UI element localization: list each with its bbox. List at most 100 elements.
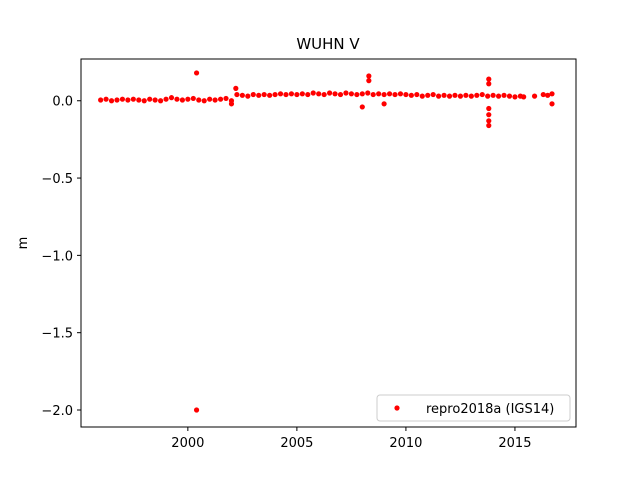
point bbox=[250, 91, 256, 98]
legend-box bbox=[376, 394, 571, 422]
point bbox=[479, 91, 485, 98]
point bbox=[233, 85, 239, 91]
point bbox=[305, 91, 311, 98]
point bbox=[272, 91, 278, 98]
point bbox=[549, 91, 555, 97]
point bbox=[114, 97, 120, 103]
point bbox=[348, 91, 354, 97]
point bbox=[310, 90, 316, 96]
point bbox=[359, 91, 365, 97]
point bbox=[486, 118, 492, 124]
point bbox=[234, 91, 240, 98]
point bbox=[463, 92, 469, 98]
point bbox=[261, 91, 267, 98]
point bbox=[381, 101, 387, 107]
point bbox=[501, 92, 507, 98]
point bbox=[337, 91, 344, 98]
point bbox=[370, 91, 376, 98]
point bbox=[414, 91, 420, 98]
point bbox=[486, 122, 492, 129]
x-tick-label: 2000 bbox=[171, 436, 204, 451]
point bbox=[490, 92, 496, 98]
point bbox=[397, 91, 404, 97]
point bbox=[545, 92, 551, 98]
point bbox=[332, 91, 338, 97]
legend-marker bbox=[394, 405, 400, 411]
point bbox=[228, 101, 235, 107]
point bbox=[119, 96, 126, 102]
point bbox=[343, 90, 349, 96]
point bbox=[419, 93, 425, 99]
point bbox=[495, 93, 502, 99]
point bbox=[193, 407, 200, 413]
x-tick-label: 2015 bbox=[498, 436, 531, 451]
point bbox=[299, 91, 305, 97]
point bbox=[267, 92, 273, 98]
point bbox=[245, 93, 251, 99]
point bbox=[201, 98, 207, 104]
point bbox=[256, 92, 262, 98]
point bbox=[540, 91, 546, 98]
point bbox=[294, 91, 300, 98]
point bbox=[366, 78, 372, 84]
point bbox=[403, 91, 409, 98]
point bbox=[239, 92, 245, 98]
point bbox=[207, 96, 213, 102]
point bbox=[193, 70, 200, 76]
point bbox=[152, 97, 158, 103]
point bbox=[486, 105, 492, 112]
point bbox=[103, 96, 109, 102]
chart-title: WUHN V bbox=[296, 35, 360, 53]
point bbox=[457, 93, 464, 99]
point bbox=[485, 93, 491, 99]
point bbox=[185, 96, 191, 102]
point bbox=[168, 95, 175, 101]
point bbox=[108, 98, 115, 104]
y-axis-label: m bbox=[16, 237, 31, 250]
point bbox=[163, 96, 169, 102]
point bbox=[486, 112, 492, 118]
point bbox=[486, 81, 492, 87]
point bbox=[506, 93, 513, 99]
point bbox=[217, 96, 224, 102]
point bbox=[354, 91, 360, 98]
point bbox=[430, 91, 436, 98]
point bbox=[531, 93, 538, 99]
x-tick-label: 2005 bbox=[280, 436, 313, 451]
point bbox=[190, 95, 196, 102]
point bbox=[365, 90, 371, 96]
y-tick-label: −1.0 bbox=[41, 249, 73, 264]
legend-label: repro2018a (IGS14) bbox=[426, 402, 554, 417]
point bbox=[179, 97, 185, 103]
point bbox=[316, 91, 322, 97]
point bbox=[486, 76, 492, 82]
y-tick-label: −0.5 bbox=[41, 172, 73, 187]
point bbox=[468, 93, 474, 99]
point bbox=[130, 96, 136, 102]
point bbox=[174, 96, 180, 102]
point bbox=[386, 91, 393, 97]
point bbox=[277, 91, 284, 97]
point bbox=[392, 91, 398, 98]
point bbox=[549, 101, 555, 107]
point bbox=[125, 97, 131, 103]
point bbox=[452, 92, 458, 98]
point bbox=[196, 97, 202, 103]
point bbox=[157, 98, 164, 104]
point bbox=[326, 90, 333, 96]
point bbox=[425, 92, 431, 98]
point bbox=[136, 97, 142, 103]
point bbox=[283, 91, 289, 98]
point bbox=[98, 97, 104, 103]
point bbox=[212, 97, 218, 103]
y-tick-label: 0.0 bbox=[52, 95, 73, 110]
y-tick-label: −1.5 bbox=[41, 327, 73, 342]
plot-frame bbox=[80, 58, 577, 428]
point bbox=[376, 91, 382, 97]
point bbox=[366, 73, 372, 79]
point bbox=[359, 104, 365, 110]
point bbox=[141, 98, 147, 104]
x-tick-label: 2010 bbox=[389, 436, 422, 451]
point bbox=[436, 93, 442, 99]
